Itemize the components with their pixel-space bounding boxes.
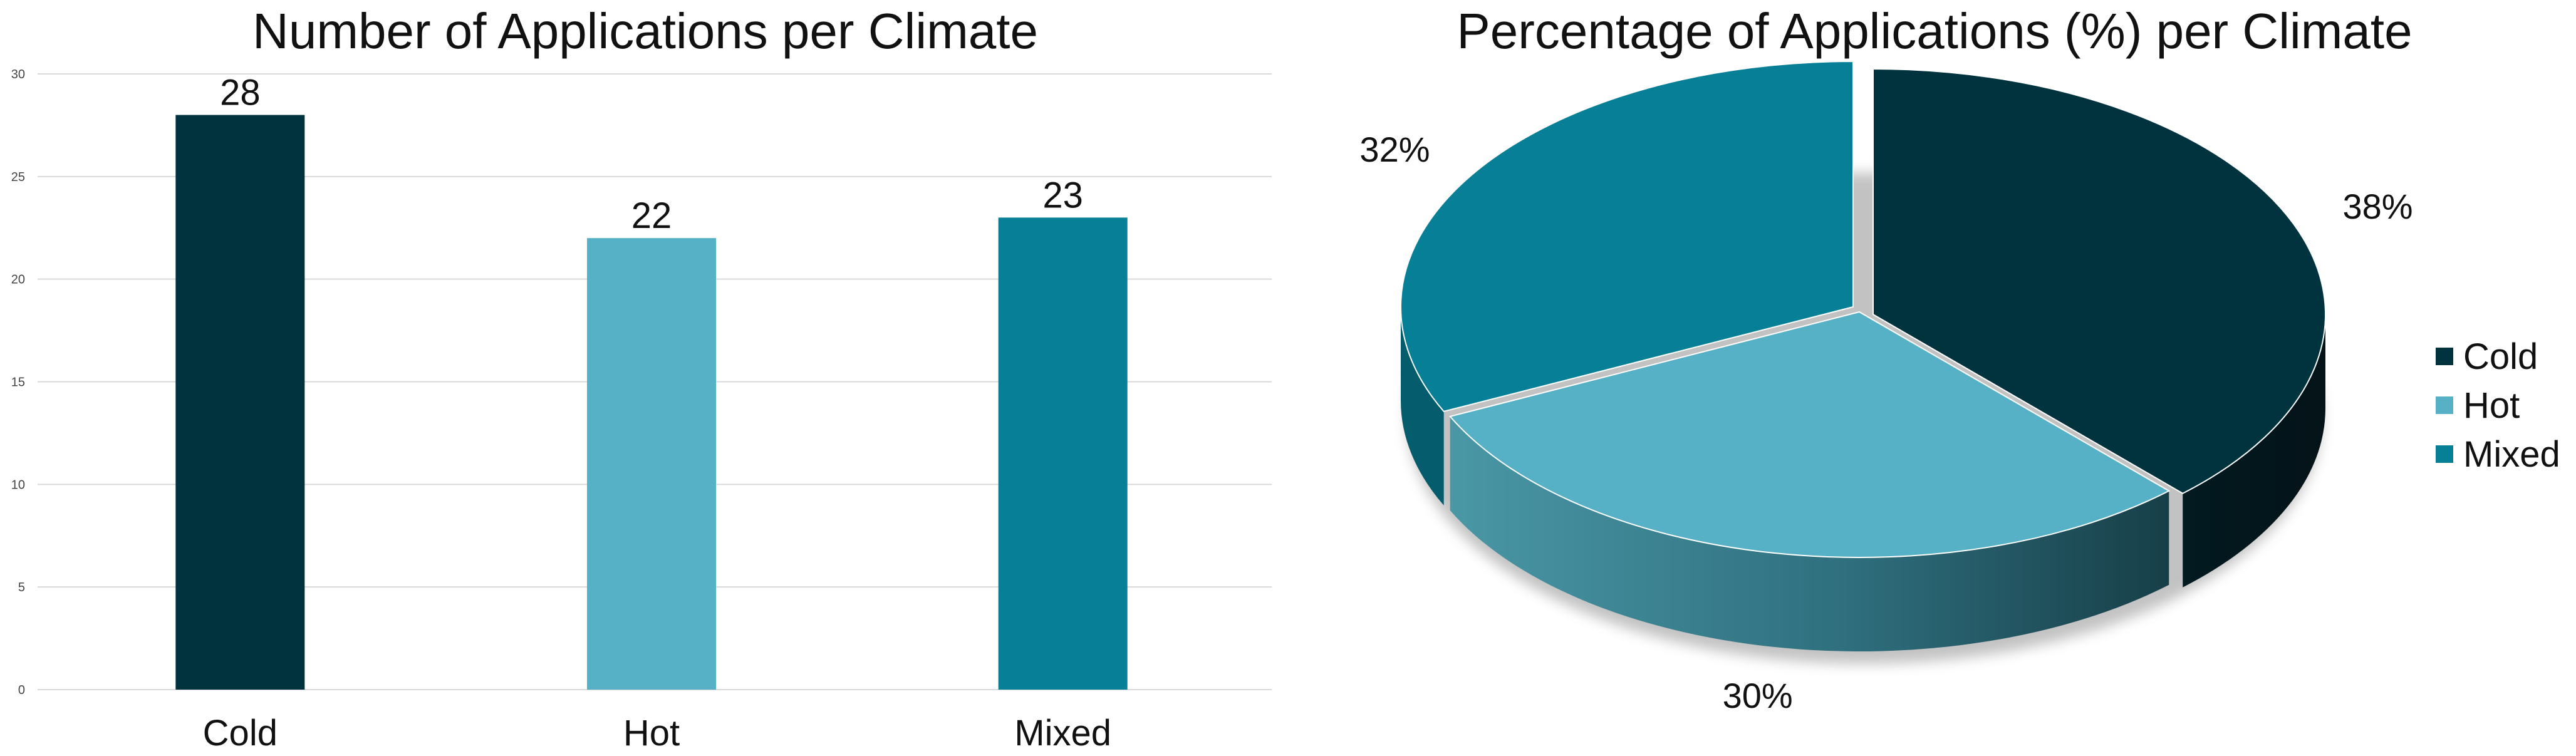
pie-slice-mixed <box>1400 60 1854 413</box>
pie-wall-hot <box>1450 416 2169 651</box>
y-tick-label: 0 <box>18 683 25 697</box>
y-tick-label: 15 <box>11 376 25 390</box>
y-tick-label: 25 <box>11 170 25 184</box>
pie-legend: Cold Hot Mixed <box>2436 332 2560 479</box>
bar-chart: 0 5 10 15 20 25 30 28 Cold 22 Hot 23 Mixed <box>11 68 1272 753</box>
legend-label: Hot <box>2463 385 2520 426</box>
pie-data-label: 38% <box>2343 187 2413 226</box>
legend-item-hot: Hot <box>2436 381 2560 430</box>
legend-label: Mixed <box>2463 433 2560 475</box>
legend-swatch-cold <box>2436 348 2453 365</box>
legend-item-cold: Cold <box>2436 332 2560 381</box>
bar-mixed <box>998 217 1128 690</box>
x-tick-label: Mixed <box>1014 713 1111 753</box>
bar-data-label: 28 <box>220 73 261 113</box>
pie-wall-mixed <box>1401 307 1444 505</box>
legend-label: Cold <box>2463 336 2538 377</box>
y-tick-label: 30 <box>11 68 25 81</box>
pie-chart-title: Percentage of Applications (%) per Clima… <box>1457 3 2412 59</box>
x-tick-label: Hot <box>623 713 680 753</box>
pie-slice-cold <box>1872 68 2326 494</box>
bar-cold <box>175 115 305 690</box>
legend-swatch-mixed <box>2436 445 2453 463</box>
legend-swatch-hot <box>2436 396 2453 414</box>
legend-item-mixed: Mixed <box>2436 430 2560 479</box>
bar-hot <box>587 238 716 690</box>
y-tick-label: 20 <box>11 273 25 287</box>
bar-chart-title: Number of Applications per Climate <box>252 3 1038 59</box>
pie-wall-cold <box>2183 314 2325 588</box>
x-tick-label: Cold <box>203 713 278 753</box>
bar-data-label: 22 <box>631 195 672 236</box>
bar-data-label: 23 <box>1042 175 1083 215</box>
y-tick-label: 5 <box>18 581 25 594</box>
pie-data-label: 30% <box>1723 676 1793 715</box>
pie-slice-hot <box>1448 311 2171 558</box>
y-tick-label: 10 <box>11 478 25 492</box>
pie-data-label: 32% <box>1359 130 1430 169</box>
